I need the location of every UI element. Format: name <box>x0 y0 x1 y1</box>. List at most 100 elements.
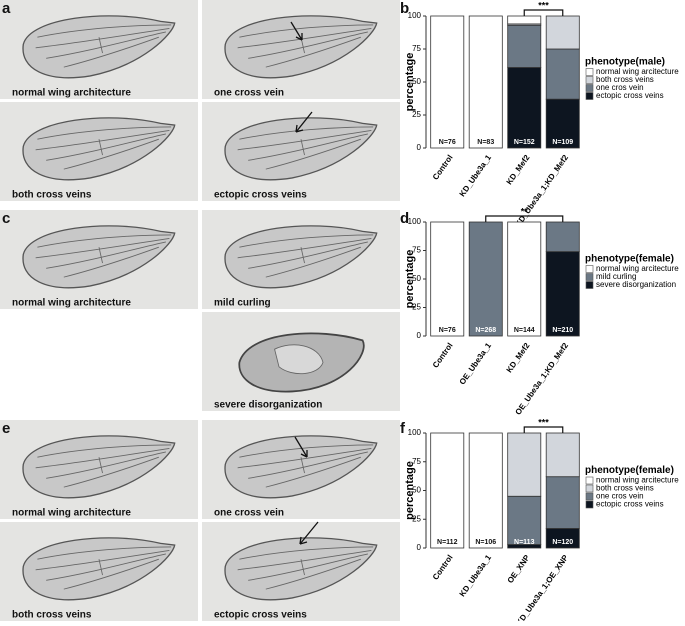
x-tick-label: Control <box>431 341 455 369</box>
bar-segment <box>545 15 580 50</box>
bar-segment <box>507 432 542 497</box>
legend-label: ectopic cross veins <box>596 500 664 509</box>
photo-caption: both cross veins <box>12 610 92 621</box>
legend-swatch <box>585 476 594 485</box>
y-tick-label: 100 <box>408 217 422 226</box>
legend-swatch <box>585 68 594 76</box>
n-label: N=113 <box>514 539 535 546</box>
legend-swatch <box>585 76 594 84</box>
bar-segment <box>468 221 503 337</box>
n-label: N=83 <box>477 139 494 146</box>
panel-label: b <box>400 0 409 17</box>
panel-label: a <box>2 0 11 17</box>
y-axis-title: percentage <box>404 250 416 309</box>
y-tick-label: 75 <box>412 44 421 53</box>
n-label: N=76 <box>439 327 456 334</box>
y-tick-label: 75 <box>412 246 421 255</box>
bar-segment <box>507 67 542 149</box>
legend-swatch <box>585 281 594 289</box>
n-label: N=76 <box>439 139 456 146</box>
panel-label: c <box>2 210 10 227</box>
y-tick-label: 0 <box>417 331 422 340</box>
legend-swatch <box>585 273 594 281</box>
bar-segment <box>430 432 465 549</box>
legend-swatch <box>585 92 594 100</box>
bar-segment <box>545 476 580 529</box>
legend-swatch <box>585 84 594 92</box>
legend-swatch <box>585 484 594 493</box>
y-tick-label: 100 <box>408 11 422 20</box>
significance-bracket <box>523 426 564 433</box>
n-label: N=109 <box>552 139 573 146</box>
legend-swatch <box>585 500 594 509</box>
y-tick-label: 100 <box>408 428 422 437</box>
x-tick-label: OE_XNP <box>506 553 532 585</box>
legend-title: phenotype(female) <box>585 465 674 476</box>
x-tick-label: Control <box>431 153 455 181</box>
legend-label: both cross veins <box>596 75 654 84</box>
legend-label: one cros vein <box>596 83 644 92</box>
y-tick-label: 50 <box>412 486 421 495</box>
bar-segment <box>468 15 503 149</box>
panel-label: f <box>400 420 406 437</box>
legend-swatch <box>585 492 594 501</box>
bar-segment <box>507 15 542 25</box>
arrow <box>299 521 319 545</box>
legend-label: mild curling <box>596 272 636 281</box>
y-axis-title: percentage <box>404 53 416 112</box>
n-label: N=210 <box>552 327 573 334</box>
x-tick-label: OE_Ube3a_1 <box>458 341 494 387</box>
bar-segment <box>545 251 580 337</box>
y-tick-label: 50 <box>412 274 421 283</box>
x-tick-label: KD_Mef2 <box>505 341 532 375</box>
x-tick-label: Control <box>431 553 455 581</box>
bar-segment <box>545 98 580 149</box>
bar-segment <box>545 48 580 100</box>
photo-caption: one cross vein <box>214 88 284 99</box>
charts: b percentage 0 25 50 75 100 N=76 Control N=83 KD_U… <box>400 0 679 626</box>
y-tick-label: 75 <box>412 457 421 466</box>
photo-caption: mild curling <box>214 298 271 309</box>
significance-label: *** <box>538 417 549 427</box>
y-tick-label: 0 <box>417 143 422 152</box>
arrow-head <box>295 124 304 133</box>
photo-caption: one cross vein <box>214 508 284 519</box>
arrow <box>295 111 313 133</box>
bar-segment <box>430 15 465 149</box>
legend-label: both cross veins <box>596 484 654 493</box>
n-label: N=106 <box>475 539 496 546</box>
n-label: N=112 <box>437 539 458 546</box>
x-tick-label: KD_Ube3a_1 <box>458 153 494 199</box>
photo-caption: ectopic cross veins <box>214 190 307 201</box>
legend-label: one cros vein <box>596 492 644 501</box>
arrows <box>290 21 319 545</box>
significance-label: ** <box>521 206 529 216</box>
photo-caption: normal wing architecture <box>12 298 131 309</box>
n-label: N=144 <box>514 327 535 334</box>
significance-label: *** <box>538 0 549 10</box>
bar-segment <box>545 221 580 253</box>
legend-title: phenotype(male) <box>585 57 665 68</box>
y-tick-label: 25 <box>412 514 421 523</box>
n-label: N=268 <box>475 327 496 334</box>
y-tick-label: 0 <box>417 543 422 552</box>
panel-label: d <box>400 210 409 227</box>
bar-segment <box>430 221 465 337</box>
photo-panels: normal wing architecture one cross vein bo… <box>0 0 400 621</box>
n-label: N=120 <box>552 539 573 546</box>
arrow <box>294 436 308 458</box>
bar-segment <box>507 24 542 68</box>
significance-bracket <box>485 215 564 222</box>
panel-label: e <box>2 420 10 437</box>
arrow-head <box>295 33 303 41</box>
y-tick-label: 50 <box>412 77 421 86</box>
legend-label: severe disorganization <box>596 280 676 289</box>
x-tick-label: KD_Mef2 <box>505 153 532 187</box>
photo-caption: ectopic cross veins <box>214 610 307 621</box>
photo-caption: severe disorganization <box>214 400 322 411</box>
x-tick-label: KD_Ube3a_1 <box>458 553 494 599</box>
legend-label: ectopic cross veins <box>596 91 664 100</box>
arrow-head <box>300 450 308 458</box>
photo-caption: normal wing architecture <box>12 508 131 519</box>
